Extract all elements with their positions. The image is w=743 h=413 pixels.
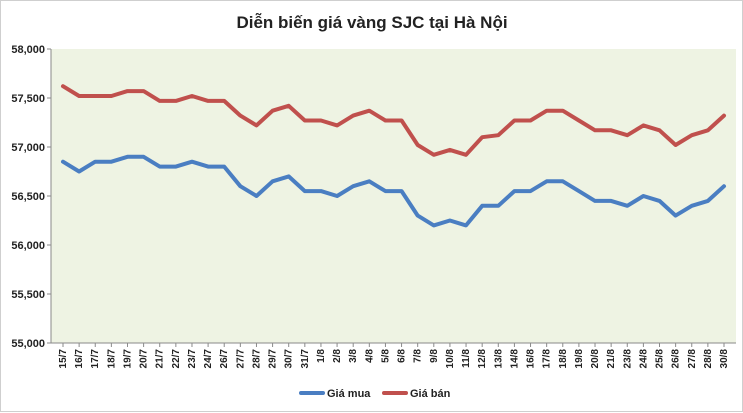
x-tick-label: 24/8 — [638, 349, 649, 369]
x-tick-label: 28/8 — [703, 349, 714, 369]
x-axis-ticks: 15/7 16/7 17/7 18/7 19/7 20/7 21/7 22/7 23/7 24/7… — [58, 343, 730, 368]
legend-label-0: Giá mua — [327, 388, 371, 400]
x-tick-label: 21/7 — [155, 349, 166, 369]
x-tick-label: 18/7 — [106, 349, 117, 369]
series-line-1 — [61, 84, 726, 157]
x-tick-label: 26/8 — [671, 349, 682, 369]
legend-label-1: Giá bán — [410, 388, 451, 400]
x-tick-label: 13/8 — [493, 349, 504, 369]
x-tick-label: 29/7 — [268, 349, 279, 369]
chart-title: Diễn biến giá vàng SJC tại Hà Nội — [236, 13, 507, 32]
y-tick-label: 57,000 — [11, 142, 45, 154]
x-tick-label: 20/7 — [139, 349, 150, 369]
plot-area — [51, 49, 736, 343]
x-tick-label: 11/8 — [461, 349, 472, 368]
x-tick-label: 22/7 — [171, 349, 182, 369]
x-tick-label: 27/7 — [235, 349, 246, 369]
x-tick-label: 21/8 — [606, 349, 617, 369]
x-tick-label: 18/8 — [558, 349, 569, 369]
x-tick-label: 30/8 — [719, 349, 730, 369]
x-tick-label: 14/8 — [509, 349, 520, 369]
x-tick-label: 24/7 — [203, 349, 214, 369]
x-tick-label: 17/7 — [90, 349, 101, 369]
x-tick-label: 4/8 — [364, 349, 375, 363]
x-tick-label: 28/7 — [251, 349, 262, 369]
x-tick-label: 5/8 — [380, 349, 391, 363]
x-tick-label: 6/8 — [397, 349, 408, 363]
y-tick-label: 58,000 — [11, 44, 45, 56]
x-tick-label: 9/8 — [429, 349, 440, 363]
x-tick-label: 1/8 — [316, 349, 327, 363]
x-tick-label: 23/8 — [622, 349, 633, 369]
y-tick-label: 55,000 — [11, 338, 45, 350]
x-tick-label: 19/8 — [574, 349, 585, 369]
series-lines — [61, 84, 726, 228]
y-tick-label: 57,500 — [11, 93, 45, 105]
y-tick-label: 56,000 — [11, 240, 45, 252]
x-tick-label: 31/7 — [300, 349, 311, 369]
y-axis-ticks: 55,000 55,500 56,000 56,500 57,000 57,500 58,0… — [11, 44, 51, 350]
x-tick-label: 12/8 — [477, 349, 488, 369]
x-tick-label: 19/7 — [122, 349, 133, 369]
x-tick-label: 23/7 — [187, 349, 198, 369]
x-tick-label: 10/8 — [445, 349, 456, 369]
x-tick-label: 17/8 — [542, 349, 553, 369]
x-tick-label: 30/7 — [284, 349, 295, 369]
x-tick-label: 20/8 — [590, 349, 601, 369]
y-tick-label: 55,500 — [11, 289, 45, 301]
y-tick-label: 56,500 — [11, 191, 45, 203]
x-tick-label: 25/8 — [655, 349, 666, 369]
series-line-0 — [61, 154, 726, 228]
x-tick-label: 15/7 — [58, 349, 69, 369]
x-tick-label: 7/8 — [413, 349, 424, 363]
x-tick-label: 3/8 — [348, 349, 359, 363]
x-tick-label: 16/7 — [74, 349, 85, 369]
legend: Giá mua Giá bán — [299, 388, 451, 400]
x-tick-label: 27/8 — [687, 349, 698, 369]
x-tick-label: 16/8 — [526, 349, 537, 369]
x-tick-label: 2/8 — [332, 349, 343, 363]
x-tick-label: 26/7 — [219, 349, 230, 369]
